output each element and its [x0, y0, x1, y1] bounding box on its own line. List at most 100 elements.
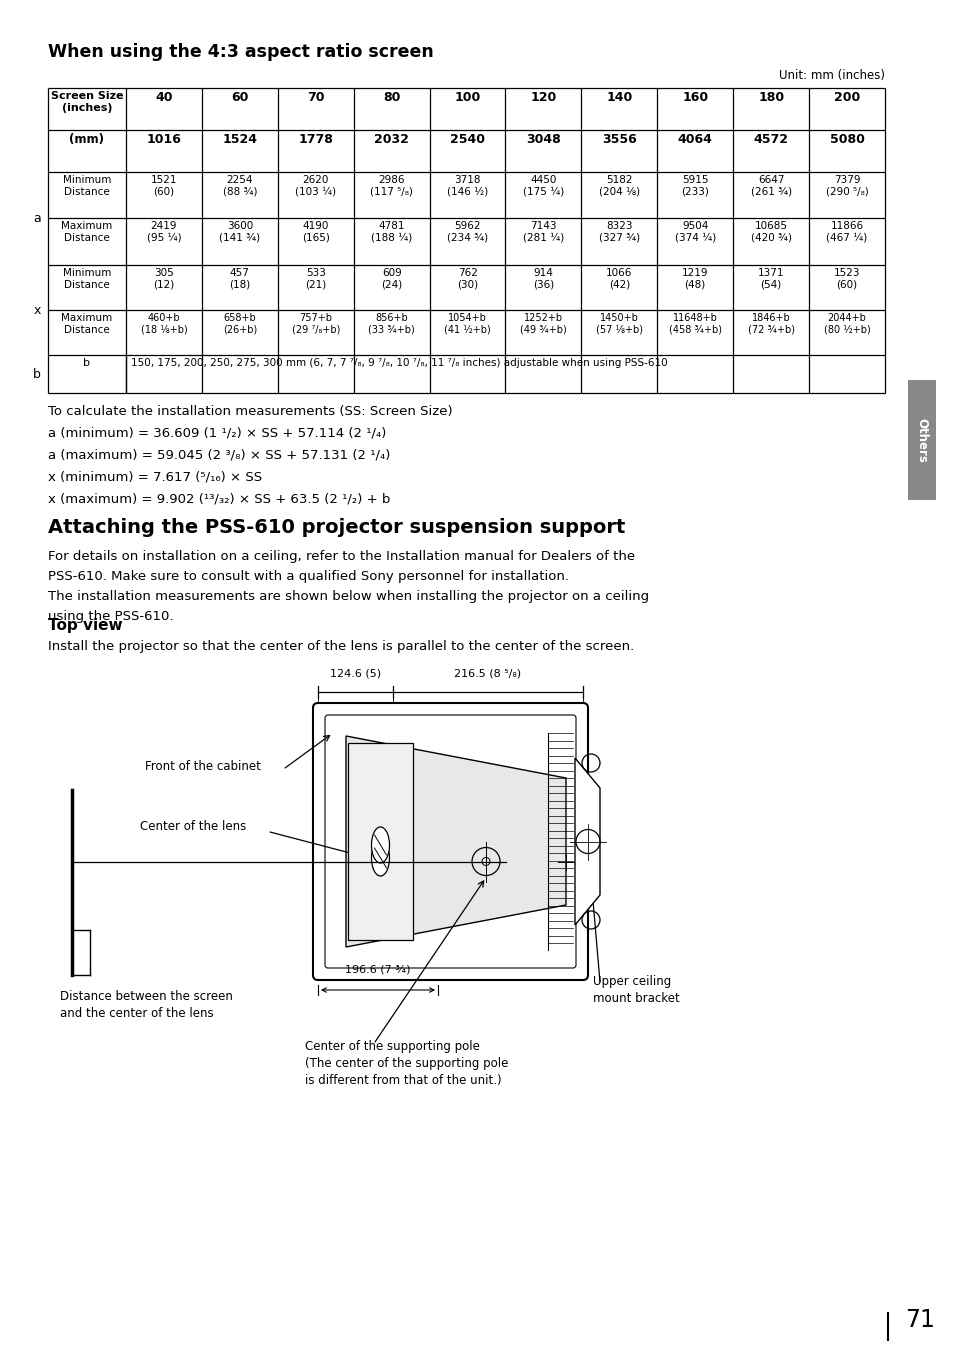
Text: 2540: 2540 [450, 132, 484, 146]
Text: Maximum
Distance: Maximum Distance [61, 220, 112, 242]
Text: 2620
(103 ¼): 2620 (103 ¼) [294, 174, 336, 196]
Text: Distance between the screen
and the center of the lens: Distance between the screen and the cent… [60, 990, 233, 1019]
Text: a: a [33, 212, 41, 224]
Text: 1524: 1524 [222, 132, 257, 146]
Text: 305
(12): 305 (12) [153, 268, 174, 289]
Text: Minimum
Distance: Minimum Distance [63, 174, 112, 196]
Text: 2254
(88 ¾): 2254 (88 ¾) [222, 174, 256, 196]
Text: x (minimum) = 7.617 (⁵/₁₆) × SS: x (minimum) = 7.617 (⁵/₁₆) × SS [48, 470, 262, 484]
Text: Top view: Top view [48, 618, 123, 633]
Text: 9504
(374 ¼): 9504 (374 ¼) [674, 220, 715, 242]
Text: For details on installation on a ceiling, refer to the Installation manual for D: For details on installation on a ceiling… [48, 550, 635, 562]
FancyBboxPatch shape [325, 715, 576, 968]
Text: Minimum
Distance: Minimum Distance [63, 268, 112, 289]
Text: 11648+b
(458 ¾+b): 11648+b (458 ¾+b) [668, 314, 721, 334]
Text: 3718
(146 ½): 3718 (146 ½) [446, 174, 488, 196]
Text: Others: Others [915, 418, 927, 462]
Text: 8323
(327 ¾): 8323 (327 ¾) [598, 220, 639, 242]
Text: (mm): (mm) [70, 132, 105, 146]
FancyBboxPatch shape [313, 703, 587, 980]
Text: 609
(24): 609 (24) [380, 268, 402, 289]
Polygon shape [575, 758, 599, 925]
Text: Upper ceiling
mount bracket: Upper ceiling mount bracket [593, 975, 679, 1005]
Text: 40: 40 [155, 91, 172, 104]
Text: Unit: mm (inches): Unit: mm (inches) [779, 69, 884, 82]
Text: 124.6 (5): 124.6 (5) [330, 668, 380, 677]
Ellipse shape [371, 840, 389, 876]
Text: 533
(21): 533 (21) [305, 268, 326, 289]
Text: 3600
(141 ¾): 3600 (141 ¾) [219, 220, 260, 242]
Text: 7379
(290 ⁵/₈): 7379 (290 ⁵/₈) [824, 174, 867, 196]
Text: Install the projector so that the center of the lens is parallel to the center o: Install the projector so that the center… [48, 639, 634, 653]
Ellipse shape [371, 827, 389, 863]
Text: PSS-610. Make sure to consult with a qualified Sony personnel for installation.: PSS-610. Make sure to consult with a qua… [48, 571, 568, 583]
Text: 2986
(117 ⁵/₈): 2986 (117 ⁵/₈) [370, 174, 413, 196]
Text: x (maximum) = 9.902 (¹³/₃₂) × SS + 63.5 (2 ¹/₂) + b: x (maximum) = 9.902 (¹³/₃₂) × SS + 63.5 … [48, 493, 390, 506]
Text: 1252+b
(49 ¾+b): 1252+b (49 ¾+b) [519, 314, 566, 334]
Text: 4572: 4572 [753, 132, 788, 146]
Bar [348, 744, 413, 940]
Text: 1016: 1016 [147, 132, 181, 146]
Text: 1523
(60): 1523 (60) [833, 268, 860, 289]
Text: The installation measurements are shown below when installing the projector on a: The installation measurements are shown … [48, 589, 648, 603]
Text: 762
(30): 762 (30) [456, 268, 477, 289]
Text: 2044+b
(80 ½+b): 2044+b (80 ½+b) [822, 314, 869, 334]
Text: 1450+b
(57 ⅛+b): 1450+b (57 ⅛+b) [596, 314, 642, 334]
Text: 5962
(234 ¾): 5962 (234 ¾) [447, 220, 488, 242]
Text: 200: 200 [833, 91, 860, 104]
Text: 757+b
(29 ⁷/₈+b): 757+b (29 ⁷/₈+b) [292, 314, 339, 334]
Text: 1778: 1778 [298, 132, 333, 146]
Text: 4190
(165): 4190 (165) [301, 220, 330, 242]
Text: 7143
(281 ¼): 7143 (281 ¼) [522, 220, 563, 242]
Text: a (minimum) = 36.609 (1 ¹/₂) × SS + 57.114 (2 ¹/₄): a (minimum) = 36.609 (1 ¹/₂) × SS + 57.1… [48, 427, 386, 439]
Text: 71: 71 [904, 1307, 934, 1332]
Text: b: b [84, 358, 91, 368]
Text: a (maximum) = 59.045 (2 ³/₈) × SS + 57.131 (2 ¹/₄): a (maximum) = 59.045 (2 ³/₈) × SS + 57.1… [48, 449, 390, 462]
Text: 2419
(95 ¼): 2419 (95 ¼) [147, 220, 181, 242]
Text: 5182
(204 ⅛): 5182 (204 ⅛) [598, 174, 639, 196]
Text: 6647
(261 ¾): 6647 (261 ¾) [750, 174, 791, 196]
Text: 4781
(188 ¼): 4781 (188 ¼) [371, 220, 412, 242]
Text: 1371
(54): 1371 (54) [757, 268, 783, 289]
Text: 80: 80 [382, 91, 400, 104]
Text: 11866
(467 ¼): 11866 (467 ¼) [825, 220, 867, 242]
Text: 460+b
(18 ⅛+b): 460+b (18 ⅛+b) [140, 314, 187, 334]
Text: Screen Size
(inches): Screen Size (inches) [51, 91, 123, 112]
Text: 100: 100 [454, 91, 480, 104]
Text: 216.5 (8 ⁵/₈): 216.5 (8 ⁵/₈) [454, 668, 521, 677]
Text: 1219
(48): 1219 (48) [681, 268, 708, 289]
Text: 180: 180 [758, 91, 783, 104]
Text: 1054+b
(41 ½+b): 1054+b (41 ½+b) [444, 314, 491, 334]
Text: 160: 160 [681, 91, 707, 104]
Text: Front of the cabinet: Front of the cabinet [145, 760, 260, 773]
Text: When using the 4:3 aspect ratio screen: When using the 4:3 aspect ratio screen [48, 43, 434, 61]
Text: 4064: 4064 [677, 132, 712, 146]
Text: Maximum
Distance: Maximum Distance [61, 314, 112, 334]
Bar [907, 380, 935, 500]
Text: using the PSS-610.: using the PSS-610. [48, 610, 173, 623]
Text: 856+b
(33 ¾+b): 856+b (33 ¾+b) [368, 314, 415, 334]
Text: 196.6 (7 ¾): 196.6 (7 ¾) [345, 964, 411, 973]
Text: Attaching the PSS-610 projector suspension support: Attaching the PSS-610 projector suspensi… [48, 518, 625, 537]
Text: 1846+b
(72 ¾+b): 1846+b (72 ¾+b) [747, 314, 794, 334]
Text: 60: 60 [231, 91, 249, 104]
Text: 10685
(420 ¾): 10685 (420 ¾) [750, 220, 791, 242]
Text: 120: 120 [530, 91, 556, 104]
Text: To calculate the installation measurements (SS: Screen Size): To calculate the installation measuremen… [48, 406, 452, 418]
Text: 3556: 3556 [601, 132, 636, 146]
Text: 5080: 5080 [829, 132, 863, 146]
Text: 150, 175, 200, 250, 275, 300 mm (6, 7, 7 ⁷/₈, 9 ⁷/₈, 10 ⁷/₈, 11 ⁷/₈ inches) adju: 150, 175, 200, 250, 275, 300 mm (6, 7, 7… [131, 358, 667, 368]
Text: 3048: 3048 [525, 132, 560, 146]
Text: 4450
(175 ¼): 4450 (175 ¼) [522, 174, 563, 196]
Text: 658+b
(26+b): 658+b (26+b) [222, 314, 256, 334]
Text: 1066
(42): 1066 (42) [605, 268, 632, 289]
Text: 5915
(233): 5915 (233) [680, 174, 708, 196]
Text: 140: 140 [605, 91, 632, 104]
Text: 457
(18): 457 (18) [229, 268, 251, 289]
Text: x: x [33, 303, 41, 316]
Text: 914
(36): 914 (36) [533, 268, 554, 289]
Text: 1521
(60): 1521 (60) [151, 174, 177, 196]
Text: Center of the supporting pole
(The center of the supporting pole
is different fr: Center of the supporting pole (The cente… [305, 1040, 508, 1087]
Text: 70: 70 [307, 91, 324, 104]
Text: 2032: 2032 [374, 132, 409, 146]
